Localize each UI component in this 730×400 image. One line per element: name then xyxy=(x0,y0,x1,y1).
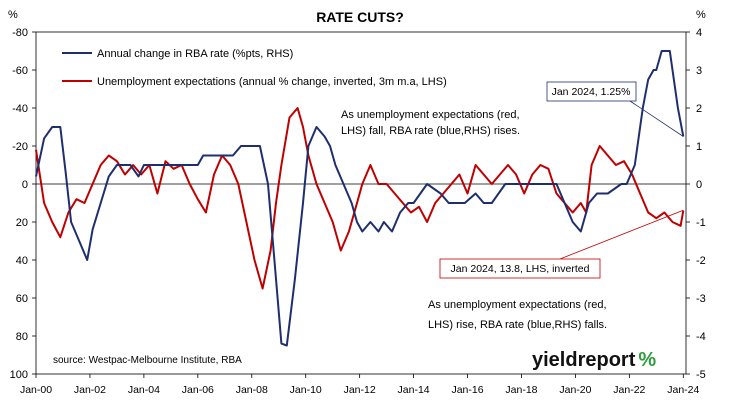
right-tick-label: 3 xyxy=(696,65,702,77)
callout-rba: Jan 2024, 1.25% xyxy=(546,81,684,137)
callout-unemployment-label: Jan 2024, 13.8, LHS, inverted xyxy=(451,263,590,275)
x-tick-label: Jan-24 xyxy=(667,384,699,396)
annotation-rise-line-1: As unemployment expectations (red, xyxy=(428,299,607,311)
logo-suffix: % xyxy=(638,349,656,371)
right-tick-label: -3 xyxy=(696,293,706,305)
series-layer xyxy=(35,50,685,347)
left-tick-label: 0 xyxy=(22,179,28,191)
left-tick-label: -40 xyxy=(12,103,28,115)
left-axis-corner-label: % xyxy=(8,9,18,21)
annotation-rise-line-2: LHS) rise, RBA rate (blue,RHS) falls. xyxy=(428,319,607,331)
left-tick-label: 80 xyxy=(16,331,28,343)
left-tick-label: 60 xyxy=(16,293,28,305)
callout-unemployment: Jan 2024, 13.8, LHS, inverted xyxy=(439,209,684,279)
x-axis: Jan-00 Jan-02 Jan-04 Jan-06 Jan-08 Jan-10 Jan-… xyxy=(20,374,700,396)
right-tick-label: 4 xyxy=(696,27,702,39)
logo: yieldreport% xyxy=(532,349,656,371)
legend-label-unemployment: Unemployment expectations (annual % chan… xyxy=(97,76,447,88)
left-tick-label: 40 xyxy=(16,255,28,267)
x-tick-label: Jan-14 xyxy=(398,384,430,396)
left-tick-label: -80 xyxy=(12,27,28,39)
x-tick-label: Jan-16 xyxy=(451,384,483,396)
callout-unemployment-pointer xyxy=(559,209,684,260)
source-note: source: Westpac-Melbourne Institute, RBA xyxy=(53,355,242,366)
x-tick-label: Jan-20 xyxy=(559,384,591,396)
annotation-fall-line-1: As unemployment expectations (red, xyxy=(341,109,520,121)
x-tick-label: Jan-10 xyxy=(290,384,322,396)
x-tick-label: Jan-18 xyxy=(505,384,537,396)
left-tick-label: 20 xyxy=(16,217,28,229)
x-tick-label: Jan-00 xyxy=(20,384,52,396)
plot-area xyxy=(35,31,687,375)
annotation-rise: As unemployment expectations (red, LHS) … xyxy=(428,299,607,331)
logo-wordmark: yieldreport% xyxy=(532,349,656,371)
x-tick-label: Jan-22 xyxy=(613,384,645,396)
x-tick-label: Jan-04 xyxy=(128,384,160,396)
right-tick-label: -2 xyxy=(696,255,706,267)
right-tick-label: 0 xyxy=(696,179,702,191)
x-tick-label: Jan-08 xyxy=(236,384,268,396)
left-axis: -80 -60 -40 -20 0 20 40 60 80 100 xyxy=(10,27,36,381)
right-axis-corner-label: % xyxy=(696,9,706,21)
annotation-fall-line-2: LHS) fall, RBA rate (blue,RHS) rises. xyxy=(341,125,520,137)
right-tick-label: -4 xyxy=(696,331,706,343)
callout-rba-label: Jan 2024, 1.25% xyxy=(552,86,631,98)
legend-label-rba: Annual change in RBA rate (%pts, RHS) xyxy=(97,48,293,60)
left-tick-label: -60 xyxy=(12,65,28,77)
callout-rba-pointer xyxy=(629,100,684,137)
right-tick-label: -5 xyxy=(696,369,706,381)
chart-title: RATE CUTS? xyxy=(316,9,404,25)
x-tick-label: Jan-06 xyxy=(182,384,214,396)
left-tick-label: -20 xyxy=(12,141,28,153)
series-line-unemployment-expectations xyxy=(35,107,685,290)
right-tick-label: -1 xyxy=(696,217,706,229)
annotation-fall: As unemployment expectations (red, LHS) … xyxy=(341,109,520,137)
callout-unemployment-box xyxy=(439,258,601,279)
left-tick-label: 100 xyxy=(10,369,28,381)
right-tick-label: 1 xyxy=(696,141,702,153)
x-tick-label: Jan-12 xyxy=(344,384,376,396)
right-axis: 4 3 2 1 0 -1 -2 -3 -4 -5 xyxy=(686,27,706,381)
callout-rba-box xyxy=(546,81,637,102)
legend: Annual change in RBA rate (%pts, RHS) Un… xyxy=(62,48,447,88)
x-tick-label: Jan-02 xyxy=(74,384,106,396)
series-line-rba-rate xyxy=(35,50,685,347)
right-tick-label: 2 xyxy=(696,103,702,115)
logo-text: yieldreport xyxy=(532,349,636,371)
